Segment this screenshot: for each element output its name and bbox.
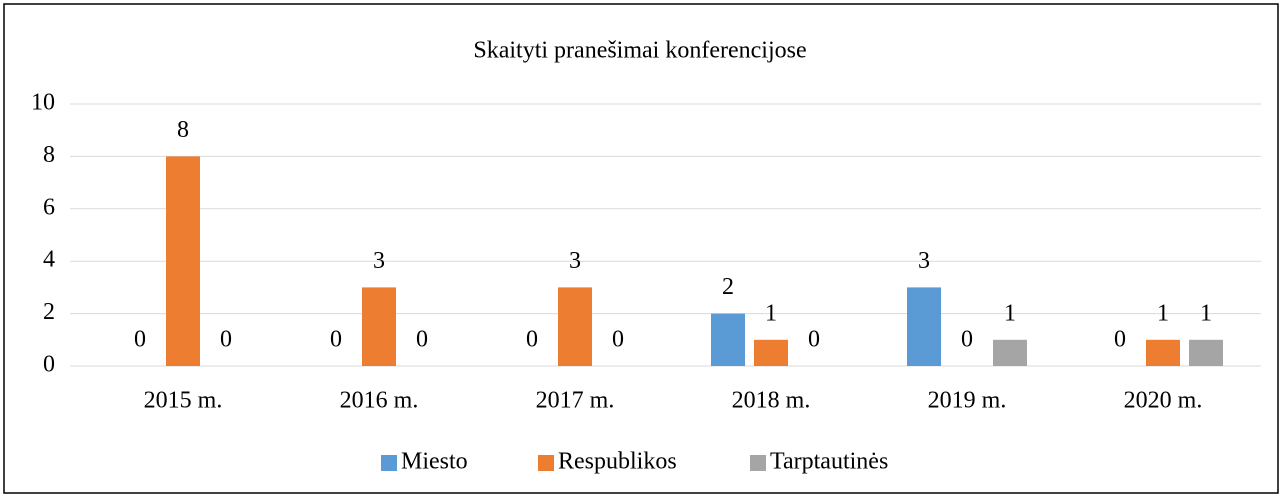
x-tick-label: 2016 m. [340, 388, 419, 414]
value-label: 0 [612, 327, 624, 353]
value-label: 2 [722, 274, 734, 300]
value-label: 0 [220, 327, 232, 353]
bar [1146, 339, 1180, 366]
value-label: 3 [373, 248, 385, 274]
legend-label: Tarptautinės [770, 449, 888, 475]
x-tick-label: 2015 m. [144, 388, 223, 414]
y-tick-label: 2 [43, 299, 55, 325]
legend-swatch [538, 455, 554, 471]
value-label: 0 [1114, 327, 1126, 353]
bar [993, 339, 1027, 366]
bar [907, 287, 941, 366]
chart-title: Skaityti pranešimai konferencijose [473, 38, 806, 64]
value-label: 8 [177, 117, 189, 143]
legend-label: Respublikos [558, 449, 677, 475]
legend-swatch [750, 455, 766, 471]
bar [558, 287, 592, 366]
value-label: 1 [1004, 300, 1016, 326]
x-tick-label: 2020 m. [1124, 388, 1203, 414]
value-label: 0 [330, 327, 342, 353]
legend-label: Miesto [401, 449, 468, 475]
y-tick-label: 6 [43, 194, 55, 220]
x-tick-label: 2018 m. [732, 388, 811, 414]
value-label: 0 [808, 327, 820, 353]
value-label: 1 [1200, 300, 1212, 326]
legend-swatch [381, 455, 397, 471]
bar [711, 313, 745, 366]
y-tick-label: 10 [31, 90, 55, 116]
x-tick-label: 2017 m. [536, 388, 615, 414]
bar [362, 287, 396, 366]
value-label: 1 [1157, 300, 1169, 326]
value-label: 0 [526, 327, 538, 353]
y-tick-label: 4 [43, 247, 55, 273]
value-label: 1 [765, 300, 777, 326]
y-tick-label: 8 [43, 142, 55, 168]
bar [754, 339, 788, 366]
y-tick-label: 0 [43, 352, 55, 378]
x-tick-label: 2019 m. [928, 388, 1007, 414]
chart-border [3, 3, 1279, 494]
value-label: 0 [961, 327, 973, 353]
value-label: 0 [134, 327, 146, 353]
bar [166, 156, 200, 366]
bar [1189, 339, 1223, 366]
value-label: 0 [416, 327, 428, 353]
value-label: 3 [918, 248, 930, 274]
value-label: 3 [569, 248, 581, 274]
